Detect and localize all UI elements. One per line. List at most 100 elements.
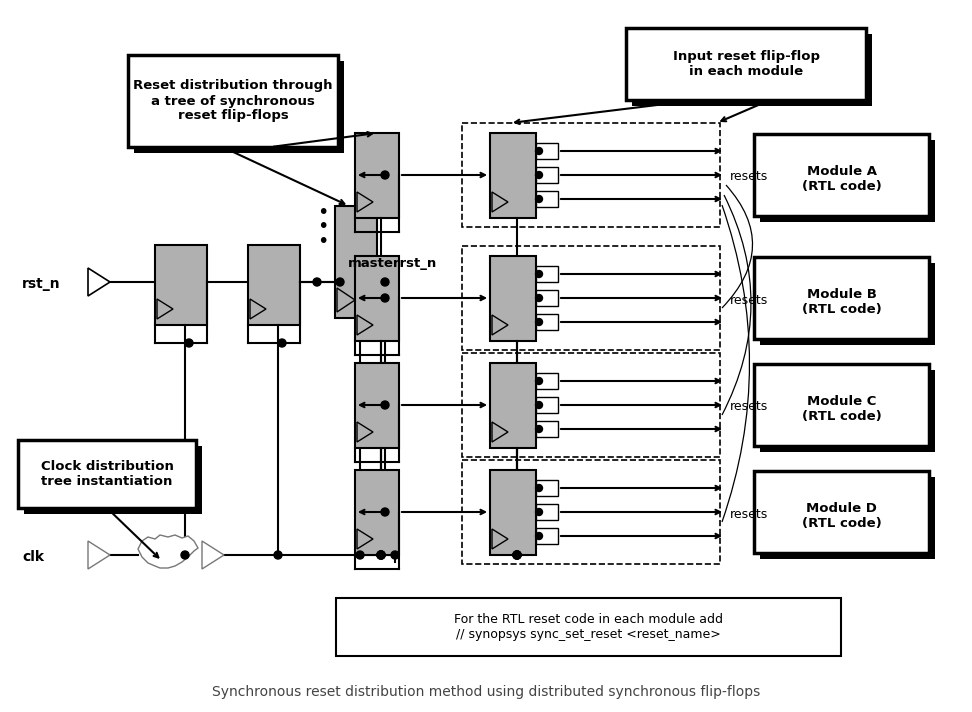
Circle shape [536, 377, 542, 384]
Text: resets: resets [730, 293, 768, 306]
Bar [134, 61, 344, 153]
Circle shape [536, 508, 542, 515]
Circle shape [381, 508, 389, 516]
Bar [335, 206, 377, 318]
Bar [632, 34, 872, 106]
Text: Module D
(RTL code): Module D (RTL code) [802, 502, 882, 530]
Bar [536, 528, 558, 544]
Bar [462, 353, 720, 457]
Text: rst_n: rst_n [22, 277, 60, 291]
Bar [128, 55, 338, 147]
Polygon shape [138, 535, 198, 568]
Polygon shape [88, 541, 110, 569]
Bar [760, 477, 935, 559]
Polygon shape [492, 529, 508, 549]
Circle shape [513, 551, 521, 559]
Circle shape [381, 278, 389, 286]
Bar [536, 421, 558, 437]
Bar [536, 397, 558, 413]
Bar [536, 167, 558, 183]
Bar [536, 314, 558, 330]
Circle shape [278, 339, 286, 347]
Bar [536, 373, 558, 389]
Bar [490, 470, 536, 555]
Circle shape [377, 551, 385, 559]
Circle shape [356, 551, 364, 559]
Bar [536, 143, 558, 159]
Bar [24, 446, 202, 514]
Circle shape [536, 533, 542, 540]
Bar [336, 598, 841, 656]
Text: For the RTL reset code in each module add
// synopsys sync_set_reset <reset_name: For the RTL reset code in each module ad… [454, 613, 723, 641]
Bar [355, 363, 399, 448]
Circle shape [536, 196, 542, 202]
Circle shape [391, 551, 399, 559]
Bar [760, 140, 935, 222]
Polygon shape [357, 315, 373, 335]
Polygon shape [492, 422, 508, 442]
Polygon shape [492, 192, 508, 212]
Text: Input reset flip-flop
in each module: Input reset flip-flop in each module [673, 50, 819, 78]
Bar [754, 257, 929, 339]
Circle shape [381, 401, 389, 409]
Circle shape [313, 278, 321, 286]
Circle shape [381, 294, 389, 302]
Circle shape [381, 171, 389, 179]
Circle shape [536, 147, 542, 155]
Bar [490, 256, 536, 341]
Polygon shape [357, 529, 373, 549]
Bar [462, 123, 720, 227]
Bar [355, 133, 399, 218]
Text: Module C
(RTL code): Module C (RTL code) [802, 395, 882, 423]
Circle shape [513, 551, 521, 559]
Bar [355, 470, 399, 555]
Polygon shape [337, 288, 355, 312]
Bar [355, 256, 399, 341]
Text: resets: resets [730, 508, 768, 520]
Polygon shape [202, 541, 224, 569]
Bar [760, 263, 935, 345]
Polygon shape [357, 422, 373, 442]
Polygon shape [357, 192, 373, 212]
Circle shape [513, 551, 521, 559]
Circle shape [377, 551, 385, 559]
Bar [462, 246, 720, 350]
Circle shape [185, 339, 193, 347]
Text: •
•
•: • • • [317, 203, 329, 251]
Circle shape [536, 402, 542, 409]
Bar [248, 245, 300, 325]
Bar [754, 364, 929, 446]
Circle shape [536, 271, 542, 278]
Bar [626, 28, 866, 100]
Text: Module B
(RTL code): Module B (RTL code) [802, 288, 882, 316]
Bar [462, 460, 720, 564]
Bar [155, 245, 207, 325]
Circle shape [536, 426, 542, 432]
Bar [754, 134, 929, 216]
Text: resets: resets [730, 170, 768, 184]
Circle shape [536, 172, 542, 179]
Bar [490, 133, 536, 218]
Bar [536, 290, 558, 306]
Circle shape [536, 295, 542, 301]
Polygon shape [492, 315, 508, 335]
Text: resets: resets [730, 400, 768, 414]
Text: masterrst_n: masterrst_n [348, 257, 437, 270]
Bar [536, 480, 558, 496]
Circle shape [377, 551, 385, 559]
Text: clk: clk [22, 550, 44, 564]
Circle shape [513, 551, 521, 559]
Circle shape [181, 551, 189, 559]
Polygon shape [250, 299, 266, 319]
Bar [760, 370, 935, 452]
Bar [490, 363, 536, 448]
Text: Clock distribution
tree instantiation: Clock distribution tree instantiation [41, 460, 173, 488]
Circle shape [336, 278, 344, 286]
Bar [536, 266, 558, 282]
Text: Module A
(RTL code): Module A (RTL code) [802, 165, 882, 193]
Circle shape [377, 551, 385, 559]
Bar [754, 471, 929, 553]
Text: Reset distribution through
a tree of synchronous
reset flip-flops: Reset distribution through a tree of syn… [133, 80, 332, 122]
Circle shape [536, 484, 542, 491]
Text: Synchronous reset distribution method using distributed synchronous flip-flops: Synchronous reset distribution method us… [212, 685, 760, 699]
